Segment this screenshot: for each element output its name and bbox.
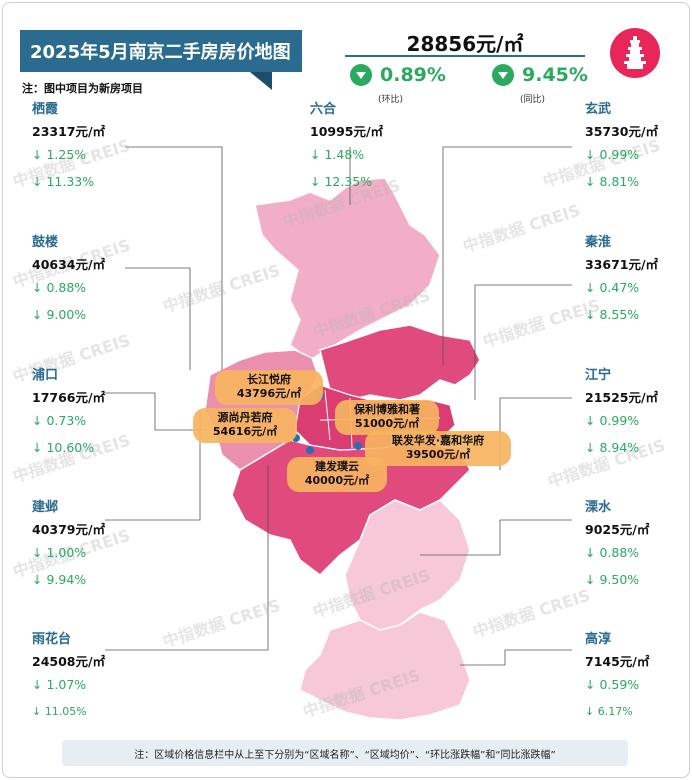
project-price: 40000元/㎡ — [304, 474, 370, 488]
district-price: 7145元/㎡ — [585, 654, 650, 669]
district-lishui: 溧水 9025元/㎡ ↓ 0.88% ↓ 9.50% — [585, 501, 649, 587]
district-name: 玄武 — [585, 102, 612, 117]
district-mom: ↓ 0.99% — [585, 412, 640, 428]
project-name: 建发璞云 — [315, 460, 359, 473]
project-price: 43796元/㎡ — [236, 387, 302, 401]
district-price: 24508元/㎡ — [32, 654, 106, 669]
district-price: 21525元/㎡ — [585, 390, 659, 405]
yoy-value: 9.45% — [522, 64, 588, 86]
district-mom: ↓ 1.25% — [32, 146, 87, 162]
district-yoy: ↓ 11.05% — [32, 705, 87, 718]
district-mom: ↓ 1.00% — [32, 544, 87, 560]
mom-change: 0.89% — [350, 64, 446, 86]
district-qixia: 栖霞 23317元/㎡ ↓ 1.25% ↓ 11.33% — [32, 103, 105, 189]
district-yoy: ↓ 9.94% — [32, 572, 87, 587]
yoy-label: (同比) — [520, 95, 546, 105]
project-name: 源尚丹若府 — [217, 411, 273, 424]
district-mom: ↓ 0.99% — [585, 146, 640, 162]
title-tab-decoration — [250, 72, 272, 90]
project-price: 51000元/㎡ — [354, 417, 420, 431]
mom-value: 0.89% — [380, 64, 446, 86]
district-name: 江宁 — [585, 368, 612, 383]
project-price: 54616元/㎡ — [212, 425, 278, 439]
project-name: 联发华发·嘉和华府 — [391, 434, 485, 447]
district-price: 10995元/㎡ — [310, 124, 384, 139]
district-jianye: 建邺 40379元/㎡ ↓ 1.00% ↓ 9.94% — [32, 501, 105, 587]
district-yoy: ↓ 10.60% — [32, 440, 95, 455]
project-label-3: 保利博雅和著 51000元/㎡ — [335, 400, 439, 435]
district-name: 六合 — [310, 102, 337, 117]
footer-note: 注：区域价格信息栏中从上至下分别为“区域名称”、“区域均价”、“环比涨跌幅”和“… — [62, 740, 628, 766]
project-price: 39500元/㎡ — [405, 448, 471, 462]
district-yoy: ↓ 9.00% — [32, 307, 87, 322]
district-price: 9025元/㎡ — [585, 522, 650, 537]
district-gaochun: 高淳 7145元/㎡ ↓ 0.59% ↓ 6.17% — [585, 633, 649, 717]
mom-label: (环比) — [378, 95, 404, 105]
pagoda-logo-icon — [610, 28, 660, 78]
average-divider — [345, 55, 585, 57]
district-mom: ↓ 0.59% — [585, 676, 640, 692]
district-yoy: ↓ 11.33% — [32, 174, 95, 189]
district-pukou: 浦口 17766元/㎡ ↓ 0.73% ↓ 10.60% — [32, 369, 105, 455]
district-yoy: ↓ 8.55% — [585, 307, 640, 322]
district-jiangning: 江宁 21525元/㎡ ↓ 0.99% ↓ 8.94% — [585, 369, 658, 455]
district-xuanwu: 玄武 35730元/㎡ ↓ 0.99% ↓ 8.81% — [585, 103, 658, 189]
project-dot-5 — [306, 446, 314, 454]
note-top: 注：图中项目为新房项目 — [22, 82, 143, 95]
district-price: 40634元/㎡ — [32, 257, 106, 272]
district-yoy: ↓ 12.35% — [310, 174, 373, 189]
region-gaochun — [299, 611, 471, 721]
district-mom: ↓ 0.47% — [585, 279, 640, 295]
project-label-2: 源尚丹若府 54616元/㎡ — [193, 408, 297, 443]
district-name: 栖霞 — [32, 102, 59, 117]
page-title: 2025年5月南京二手房房价地图 — [20, 30, 302, 72]
project-dot-4 — [354, 442, 362, 450]
district-name: 高淳 — [585, 632, 612, 647]
district-yoy: ↓ 6.17% — [585, 705, 633, 718]
region-liuhe — [254, 177, 441, 361]
district-gulou: 鼓楼 40634元/㎡ ↓ 0.88% ↓ 9.00% — [32, 236, 105, 322]
district-price: 40379元/㎡ — [32, 522, 106, 537]
district-price: 35730元/㎡ — [585, 124, 659, 139]
project-name: 长江悦府 — [247, 373, 291, 386]
yoy-change: 9.45% — [492, 64, 588, 86]
district-price: 23317元/㎡ — [32, 124, 106, 139]
district-price: 33671元/㎡ — [585, 257, 659, 272]
district-liuhe: 六合 10995元/㎡ ↓ 1.48% ↓ 12.35% — [310, 103, 383, 189]
project-label-4: 联发华发·嘉和华府 39500元/㎡ — [365, 431, 511, 466]
district-yoy: ↓ 8.94% — [585, 440, 640, 455]
region-lishui — [344, 499, 471, 631]
down-arrow-icon — [492, 64, 514, 86]
district-name: 雨花台 — [32, 632, 72, 647]
project-label-5: 建发璞云 40000元/㎡ — [287, 457, 387, 492]
district-mom: ↓ 0.88% — [585, 544, 640, 560]
district-price: 17766元/㎡ — [32, 390, 106, 405]
district-mom: ↓ 1.07% — [32, 676, 87, 692]
down-arrow-icon — [350, 64, 372, 86]
district-name: 浦口 — [32, 368, 59, 383]
district-mom: ↓ 1.48% — [310, 146, 365, 162]
average-price: 28856元/㎡ — [406, 32, 524, 56]
district-name: 建邺 — [32, 500, 59, 515]
district-yoy: ↓ 9.50% — [585, 572, 640, 587]
project-name: 保利博雅和著 — [354, 403, 420, 416]
district-name: 鼓楼 — [32, 235, 59, 250]
district-name: 溧水 — [585, 500, 612, 515]
district-qinhuai: 秦淮 33671元/㎡ ↓ 0.47% ↓ 8.55% — [585, 236, 658, 322]
district-mom: ↓ 0.88% — [32, 279, 87, 295]
district-name: 秦淮 — [585, 235, 612, 250]
project-label-1: 长江悦府 43796元/㎡ — [215, 370, 323, 405]
district-mom: ↓ 0.73% — [32, 412, 87, 428]
district-yoy: ↓ 8.81% — [585, 174, 640, 189]
district-yuhuatai: 雨花台 24508元/㎡ ↓ 1.07% ↓ 11.05% — [32, 633, 105, 717]
